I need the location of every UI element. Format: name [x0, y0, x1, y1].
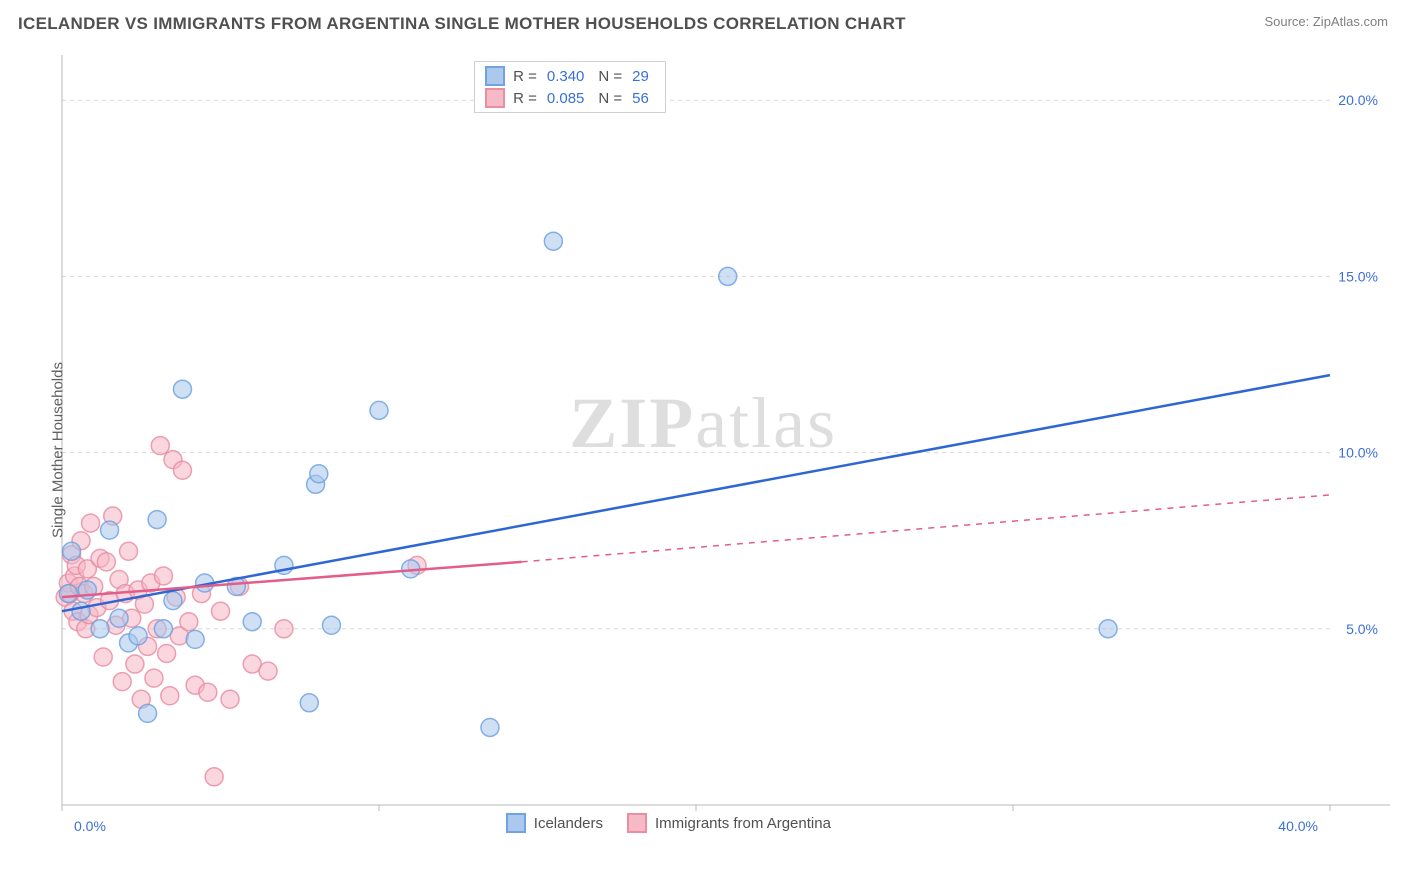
legend-item-b: Immigrants from Argentina [627, 813, 831, 833]
r-label: R = [513, 90, 537, 107]
r-value-b: 0.085 [547, 90, 585, 107]
chart-title: ICELANDER VS IMMIGRANTS FROM ARGENTINA S… [18, 14, 906, 34]
svg-text:20.0%: 20.0% [1338, 92, 1378, 108]
svg-text:10.0%: 10.0% [1338, 445, 1378, 461]
chart-svg: 5.0% 10.0% 15.0% 20.0% 0.0% 40.0% [50, 55, 1390, 845]
swatch-icelanders [506, 813, 526, 833]
svg-text:15.0%: 15.0% [1338, 268, 1378, 284]
swatch-icelanders [485, 66, 505, 86]
svg-text:5.0%: 5.0% [1346, 621, 1378, 637]
y-axis-label: Single Mother Households [50, 362, 67, 538]
n-value-a: 29 [632, 68, 649, 85]
legend-row-a: R = 0.340 N = 29 [485, 66, 655, 86]
n-label: N = [598, 68, 622, 85]
swatch-argentina [485, 88, 505, 108]
svg-text:40.0%: 40.0% [1278, 818, 1318, 834]
n-label: N = [598, 90, 622, 107]
r-value-a: 0.340 [547, 68, 585, 85]
legend-series: Icelanders Immigrants from Argentina [506, 813, 831, 833]
scatter-plot: 5.0% 10.0% 15.0% 20.0% 0.0% 40.0% Single Moth… [50, 55, 1390, 845]
legend-row-b: R = 0.085 N = 56 [485, 88, 655, 108]
legend-item-a: Icelanders [506, 813, 603, 833]
series-a-name: Icelanders [534, 815, 603, 832]
n-value-b: 56 [632, 90, 649, 107]
source-label: Source: ZipAtlas.com [1264, 14, 1388, 29]
r-label: R = [513, 68, 537, 85]
legend-stats-box: R = 0.340 N = 29 R = 0.085 N = 56 [474, 61, 666, 113]
series-b-name: Immigrants from Argentina [655, 815, 831, 832]
swatch-argentina [627, 813, 647, 833]
svg-text:0.0%: 0.0% [74, 818, 106, 834]
